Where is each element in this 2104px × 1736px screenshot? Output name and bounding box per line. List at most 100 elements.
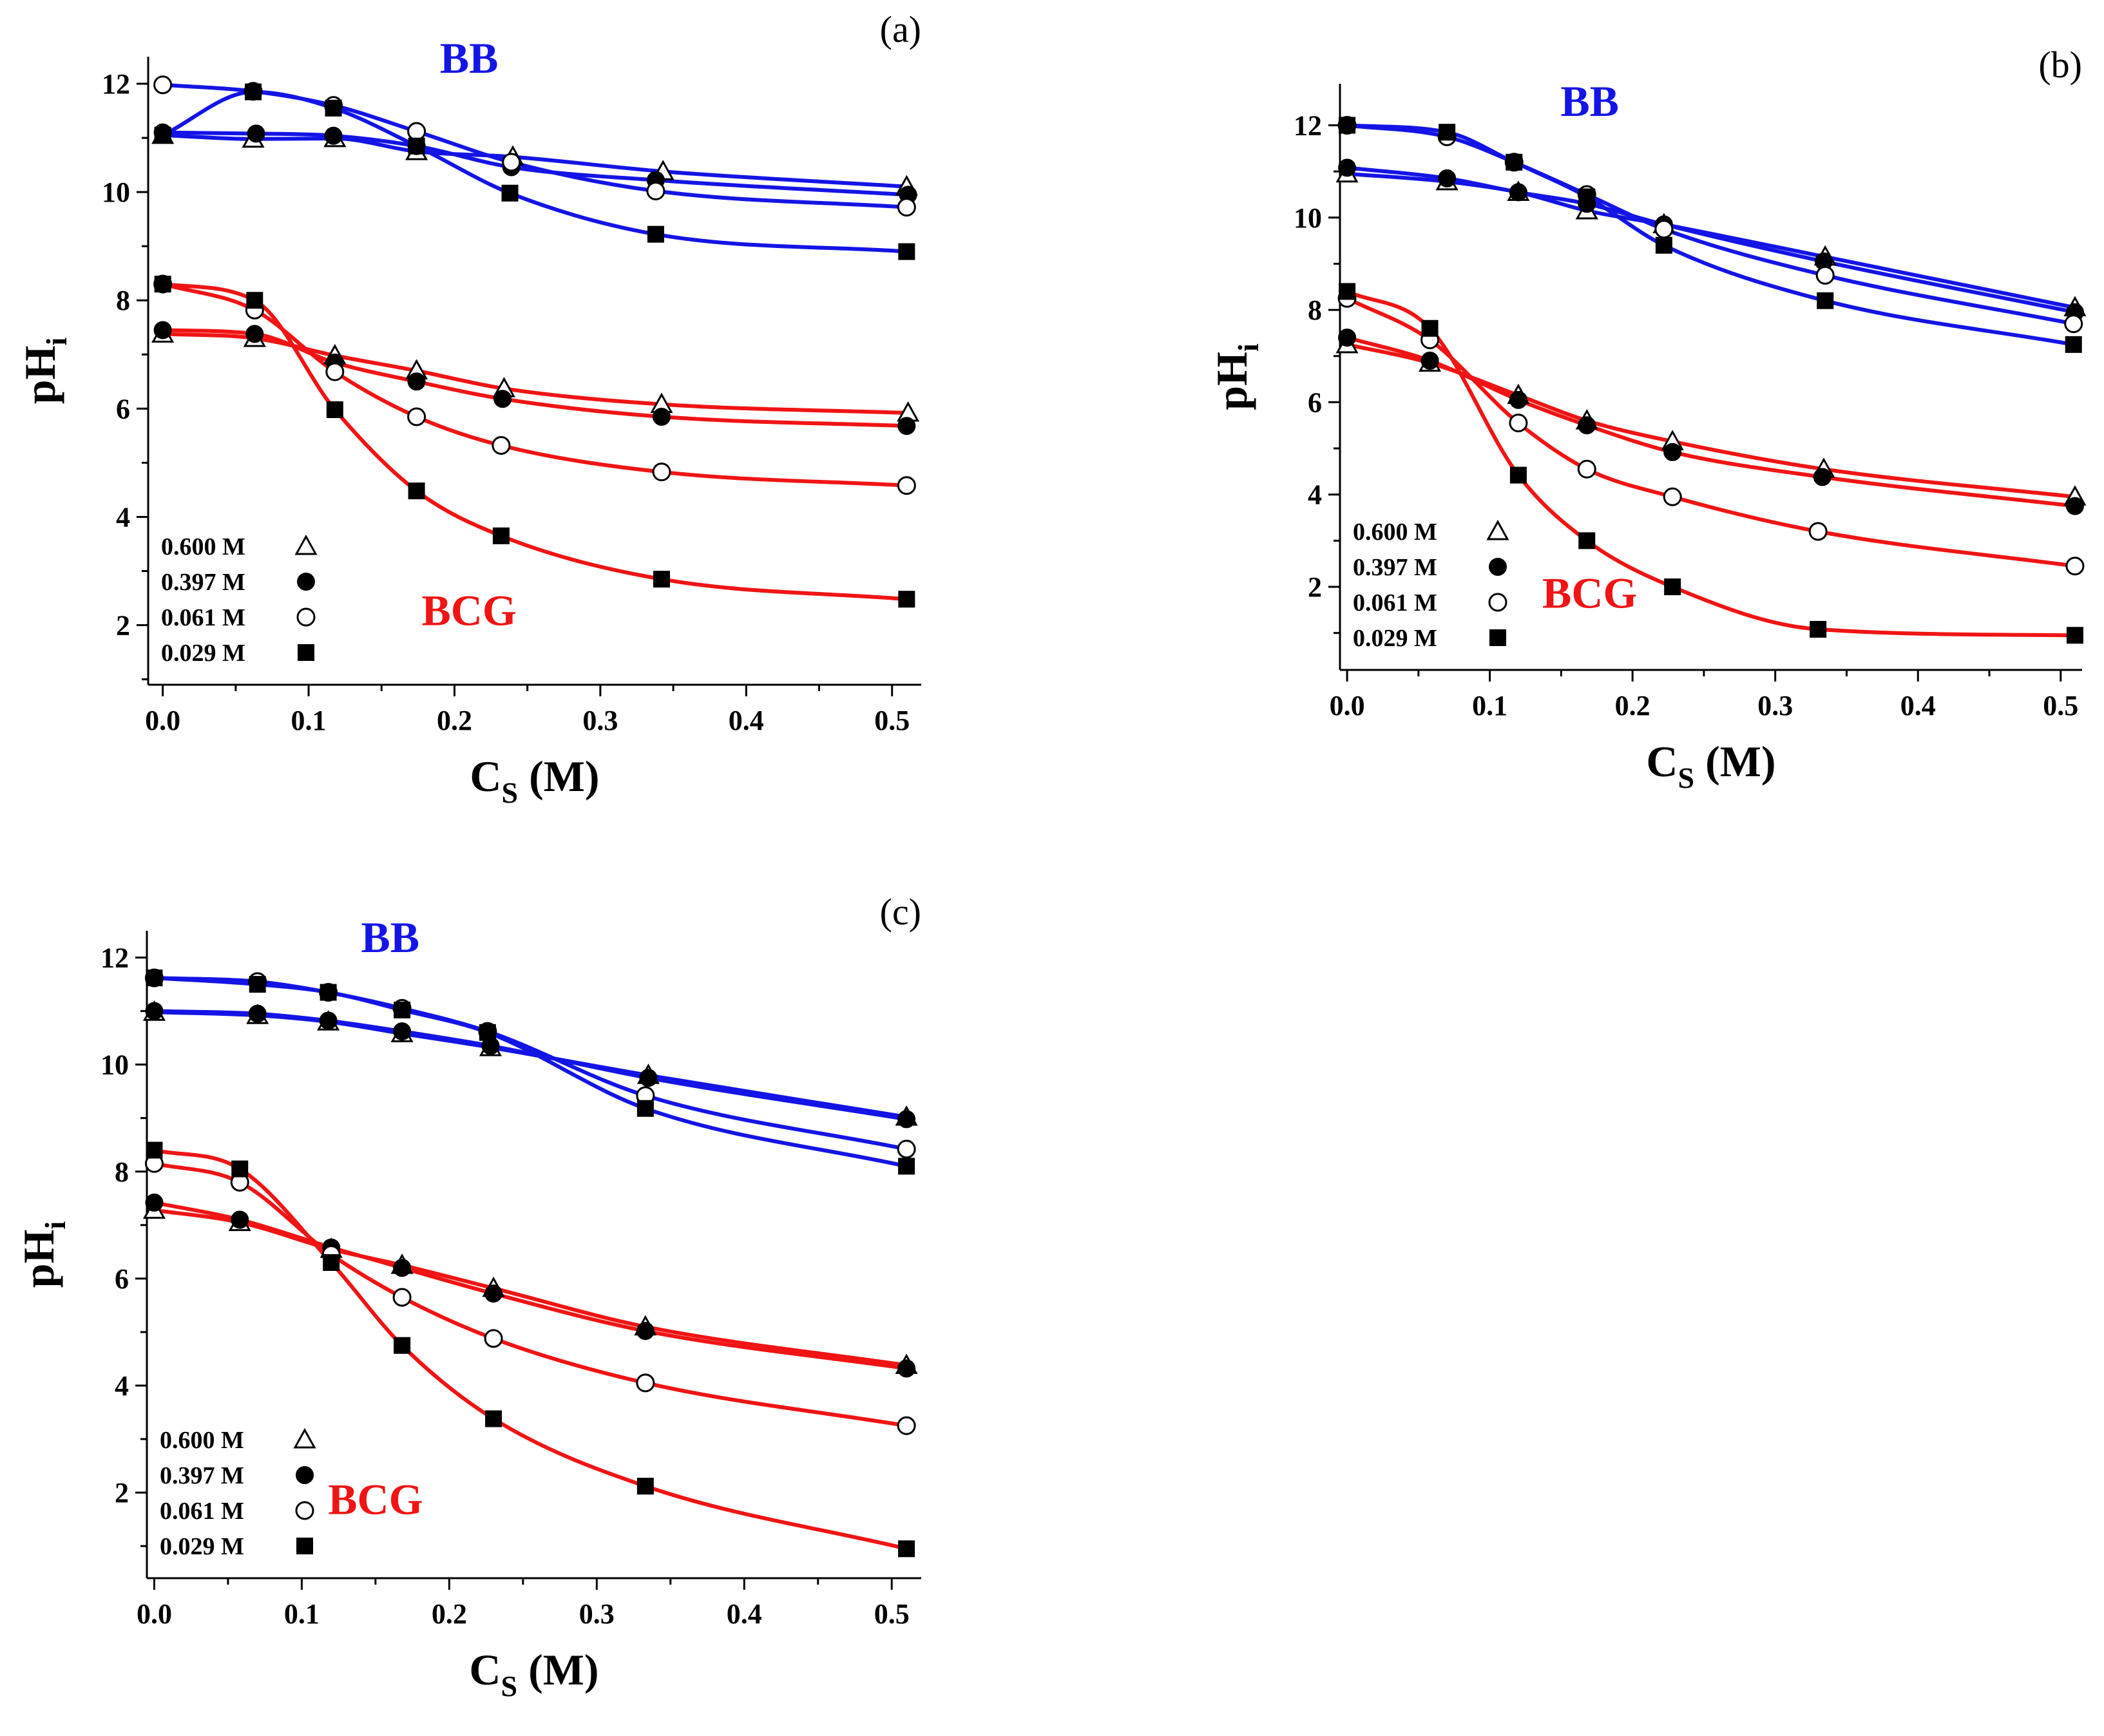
- data-point-circle-open: [407, 122, 426, 141]
- legend-label: 0.029 M: [1353, 625, 1437, 652]
- data-point-circle-filled: [484, 1284, 503, 1303]
- data-point-square: [2065, 336, 2082, 353]
- data-point-square: [1664, 578, 1681, 596]
- x-tick-label: 0.0: [145, 705, 180, 736]
- data-point-circle-open: [652, 463, 671, 482]
- legend-marker-circle-filled: [296, 1466, 314, 1484]
- data-point-circle-open: [1509, 414, 1528, 433]
- data-point-circle-open: [1577, 459, 1596, 479]
- data-point-square: [898, 243, 915, 260]
- y-tick-label: 6: [116, 393, 130, 424]
- x-tick-label: 0.0: [1330, 690, 1365, 721]
- legend-label: 0.061 M: [1353, 589, 1437, 616]
- x-axis-title: CS (M): [470, 752, 599, 809]
- data-point-square: [325, 99, 342, 117]
- data-point-circle-open: [636, 1373, 655, 1393]
- legend-marker-circle-filled: [1489, 558, 1507, 576]
- x-tick-label: 0.3: [582, 705, 618, 736]
- data-point-square: [1655, 236, 1672, 254]
- x-tick-label: 0.4: [729, 705, 764, 736]
- y-tick-label: 10: [102, 176, 130, 208]
- y-tick-label: 12: [1294, 110, 1322, 141]
- y-axis-title: pHi: [15, 338, 73, 405]
- legend-label: 0.061 M: [160, 1498, 244, 1525]
- data-point-circle-filled: [1420, 351, 1439, 370]
- data-point-circle-open: [2064, 314, 2083, 334]
- legend: 0.600 M 0.397 M 0.061 M 0.029 M: [1353, 519, 1509, 652]
- data-point-circle-filled: [393, 1259, 412, 1277]
- panel-label: (a): [880, 8, 921, 50]
- data-point-square: [146, 969, 163, 987]
- data-point-circle-open: [153, 75, 173, 95]
- data-point-square: [326, 401, 343, 419]
- data-point-circle-open: [2065, 557, 2085, 576]
- series-points-bcg-6: [1338, 329, 2084, 515]
- data-point-square: [501, 184, 519, 202]
- data-point-circle-filled: [1509, 183, 1527, 202]
- y-axis-title: pHi: [14, 1221, 72, 1288]
- data-point-square: [1509, 466, 1527, 484]
- x-tick-label: 0.4: [727, 1598, 762, 1630]
- legend-label: 0.029 M: [161, 640, 245, 667]
- data-point-circle-filled: [145, 1193, 164, 1212]
- y-tick-label: 2: [115, 1477, 129, 1509]
- group-label-bb: BB: [440, 33, 499, 82]
- series-points-bb-2: [153, 123, 917, 204]
- y-axis-title: pHi: [1207, 343, 1265, 410]
- data-point-square: [653, 571, 670, 588]
- x-tick-label: 0.1: [1472, 690, 1507, 721]
- y-tick-label: 8: [115, 1156, 129, 1188]
- data-point-circle-filled: [652, 407, 671, 426]
- x-tick-label: 0.1: [291, 705, 327, 736]
- fit-curve-bcg-7: [160, 282, 909, 488]
- legend-label: 0.061 M: [161, 604, 245, 631]
- data-point-square: [2066, 627, 2083, 644]
- y-tick-label: 10: [1294, 202, 1322, 234]
- data-point-square: [394, 1337, 411, 1354]
- data-point-square: [636, 1100, 654, 1117]
- data-point-circle-filled: [145, 1002, 164, 1020]
- data-point-square: [154, 276, 171, 293]
- legend-marker-circle-open: [296, 607, 316, 627]
- y-tick-label: 4: [116, 501, 130, 533]
- x-axis-title: CS (M): [1646, 737, 1775, 794]
- data-point-square: [1339, 117, 1356, 134]
- series-points-bcg-8: [146, 1141, 915, 1558]
- x-tick-label: 0.2: [437, 705, 472, 736]
- data-point-circle-filled: [897, 417, 916, 435]
- x-tick-label: 0.1: [284, 1598, 320, 1630]
- series-points-bb-3: [1337, 115, 2083, 334]
- data-point-circle-filled: [407, 372, 426, 391]
- data-point-square: [898, 1158, 915, 1175]
- x-tick-label: 0.0: [137, 1598, 172, 1630]
- legend-label: 0.600 M: [161, 533, 245, 560]
- legend-marker-circle-open: [295, 1501, 314, 1520]
- data-point-circle-filled: [1438, 169, 1457, 187]
- y-tick-label: 2: [116, 610, 130, 642]
- legend-marker-circle-filled: [297, 573, 315, 591]
- y-tick-label: 4: [115, 1370, 129, 1402]
- data-point-circle-filled: [231, 1210, 249, 1229]
- data-point-circle-open: [325, 362, 345, 381]
- fit-curve-bcg-6: [152, 1200, 909, 1371]
- data-point-square: [231, 1160, 249, 1178]
- x-tick-label: 0.2: [432, 1598, 467, 1630]
- data-point-square: [492, 527, 510, 544]
- data-point-square: [323, 1254, 340, 1271]
- y-tick-label: 6: [115, 1263, 129, 1295]
- data-point-circle-filled: [1578, 416, 1596, 435]
- series-points-bb-2: [145, 1002, 916, 1129]
- legend-marker-triangle: [293, 1427, 316, 1449]
- series-points-bcg-5: [1335, 332, 2087, 506]
- data-point-circle-filled: [639, 1069, 658, 1087]
- x-tick-label: 0.4: [1900, 690, 1936, 721]
- x-tick-label: 0.5: [874, 1598, 910, 1630]
- group-label-bcg: BCG: [328, 1474, 423, 1523]
- data-point-circle-filled: [1663, 443, 1682, 461]
- fit-curve-bb-3: [152, 976, 909, 1151]
- series-points-bcg-6: [145, 1193, 916, 1378]
- y-tick-label: 8: [116, 285, 130, 316]
- x-tick-label: 0.3: [579, 1598, 615, 1630]
- data-point-circle-filled: [324, 126, 343, 145]
